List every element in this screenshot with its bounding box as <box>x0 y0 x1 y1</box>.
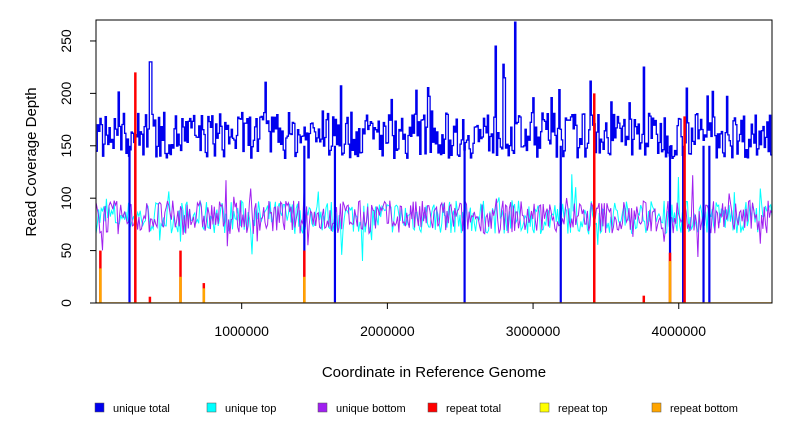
y-tick-label-5: 250 <box>58 29 74 53</box>
legend-label-repeat-total: repeat total <box>446 403 501 415</box>
legend-swatch-repeat-top <box>539 402 550 413</box>
legend-label-unique-total: unique total <box>113 403 170 415</box>
x-tick-label-3: 4000000 <box>652 323 707 339</box>
legend-label-repeat-top: repeat top <box>558 403 608 415</box>
y-axis: 0 50 100 150 200 250 <box>58 29 96 307</box>
y-tick-label-4: 200 <box>58 81 74 105</box>
y-tick-label-2: 100 <box>58 186 74 210</box>
y-tick-label-3: 150 <box>58 134 74 158</box>
plot-frame <box>95 19 773 304</box>
x-axis-title: Coordinate in Reference Genome <box>322 364 546 381</box>
legend-label-unique-bottom: unique bottom <box>336 403 406 415</box>
series-layer <box>96 21 772 303</box>
y-tick-label-1: 50 <box>58 243 74 259</box>
series-line-unique-bottom <box>96 175 772 258</box>
y-axis-title: Read Coverage Depth <box>23 87 40 236</box>
legend-swatch-repeat-total <box>427 402 438 413</box>
x-tick-label-2: 3000000 <box>506 323 561 339</box>
legend-swatch-repeat-bottom <box>651 402 662 413</box>
legend: unique total unique top unique bottom repea… <box>94 402 738 415</box>
y-tick-label-0: 0 <box>58 299 74 307</box>
legend-label-repeat-bottom: repeat bottom <box>670 403 738 415</box>
legend-swatch-unique-total <box>94 402 105 413</box>
x-tick-label-0: 1000000 <box>214 323 269 339</box>
x-tick-label-1: 2000000 <box>360 323 415 339</box>
legend-label-unique-top: unique top <box>225 403 276 415</box>
x-axis: 1000000 2000000 3000000 4000000 <box>214 303 706 339</box>
legend-swatch-unique-bottom <box>317 402 328 413</box>
series-line-unique-top <box>96 174 772 262</box>
series-line-unique-total <box>96 21 772 160</box>
legend-swatch-unique-top <box>206 402 217 413</box>
